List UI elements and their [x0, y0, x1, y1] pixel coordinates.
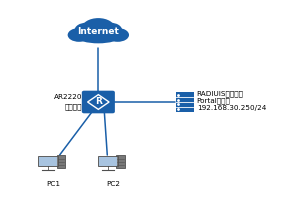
FancyBboxPatch shape: [82, 91, 115, 113]
FancyBboxPatch shape: [98, 156, 118, 166]
Ellipse shape: [98, 23, 122, 38]
Text: PC1: PC1: [47, 181, 60, 187]
FancyBboxPatch shape: [116, 155, 125, 168]
Ellipse shape: [82, 18, 115, 38]
Ellipse shape: [74, 23, 98, 38]
Ellipse shape: [106, 28, 129, 42]
Ellipse shape: [68, 28, 90, 42]
FancyBboxPatch shape: [99, 156, 117, 166]
FancyBboxPatch shape: [57, 155, 65, 168]
FancyBboxPatch shape: [39, 156, 57, 166]
Ellipse shape: [79, 27, 101, 40]
Text: 192.168.30.250/24: 192.168.30.250/24: [197, 105, 266, 111]
Ellipse shape: [77, 31, 119, 43]
FancyBboxPatch shape: [176, 92, 194, 112]
Ellipse shape: [95, 27, 118, 40]
Text: Internet: Internet: [77, 27, 119, 36]
Text: Portal服务器: Portal服务器: [197, 98, 231, 104]
FancyBboxPatch shape: [38, 156, 58, 166]
Text: RADIUIS服务器和: RADIUIS服务器和: [197, 91, 244, 97]
Text: AR2220: AR2220: [53, 94, 82, 100]
Text: PC2: PC2: [106, 181, 120, 187]
Text: R: R: [95, 98, 102, 106]
Text: 接入设备: 接入设备: [64, 103, 82, 110]
